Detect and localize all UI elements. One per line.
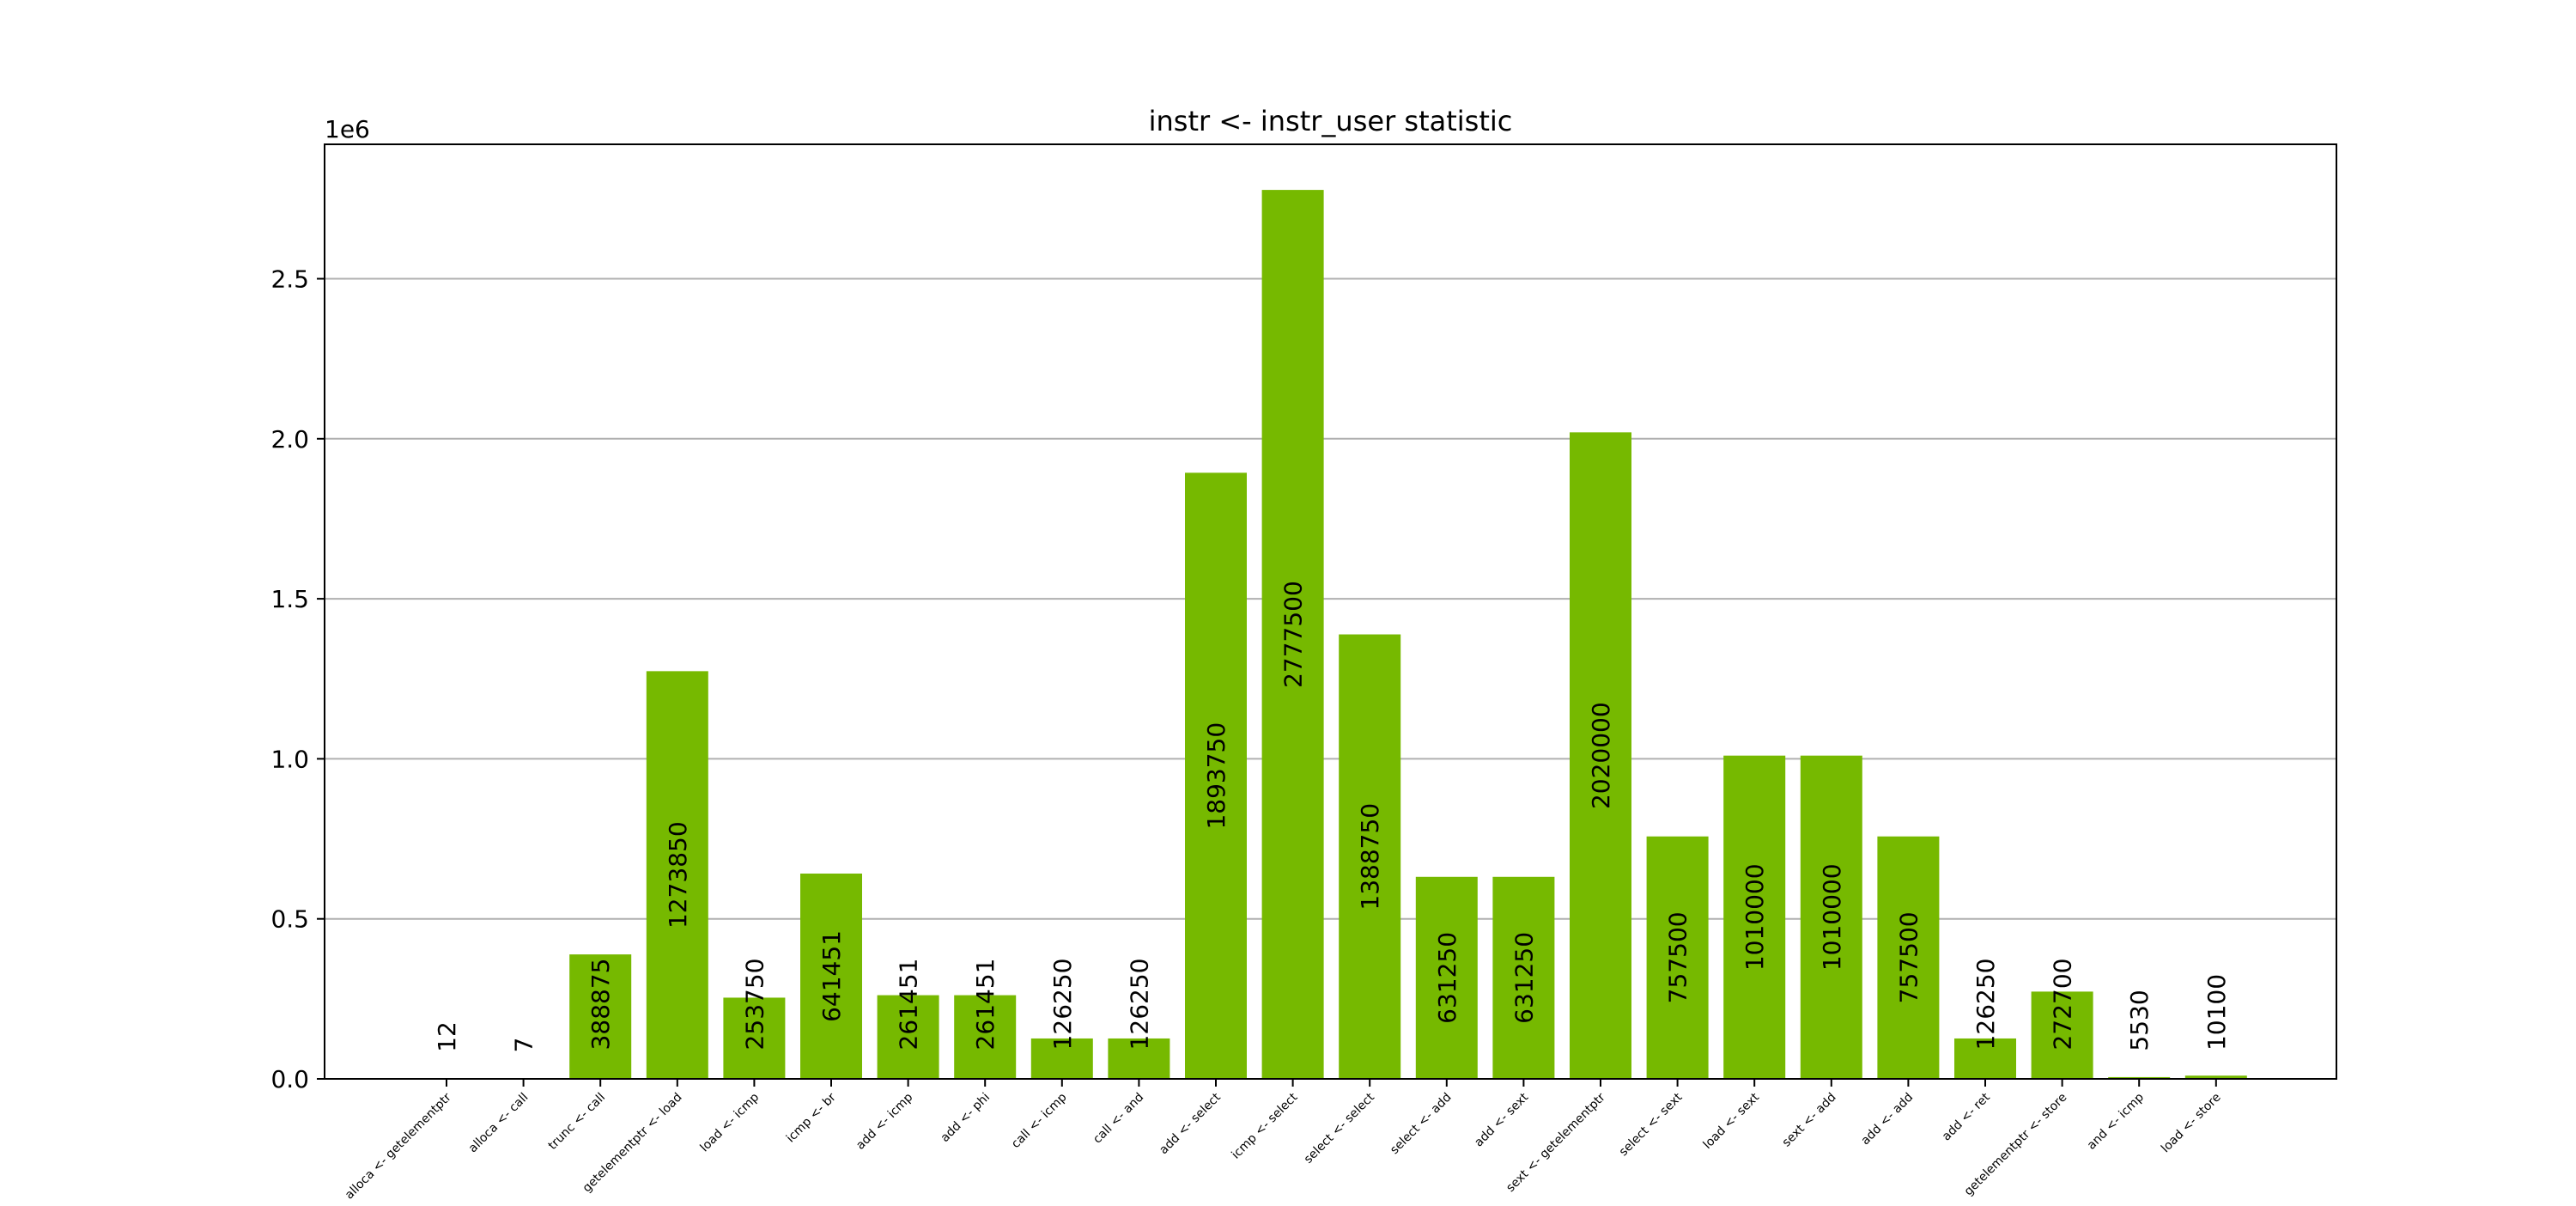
x-tick-label: call <- icmp (1009, 1090, 1070, 1151)
bar-value-label: 261451 (971, 959, 999, 1051)
x-tick-label: add <- select (1157, 1090, 1224, 1157)
plot-frame (325, 144, 2336, 1079)
x-tick-label: select <- sext (1617, 1090, 1686, 1159)
x-tick-label: load <- sext (1701, 1090, 1763, 1152)
y-axis-offset-label: 1e6 (325, 115, 370, 143)
bar-value-label: 1273850 (664, 821, 692, 929)
x-tick-label: load <- icmp (697, 1090, 762, 1154)
bar-value-label: 126250 (1971, 959, 2000, 1051)
y-tick-label: 2.0 (270, 425, 309, 454)
bar-value-label: 388875 (586, 959, 615, 1051)
x-tick-label: alloca <- getelementptr (343, 1090, 454, 1202)
bar-value-label: 2020000 (1587, 702, 1615, 809)
x-tick-label: add <- add (1858, 1091, 1916, 1148)
y-tick-label: 1.0 (270, 745, 309, 773)
y-tick-label: 1.5 (270, 585, 309, 613)
bar-value-label: 1893750 (1202, 722, 1230, 830)
x-tick-label: load <- store (2159, 1091, 2224, 1156)
chart-title: instr <- instr_user statistic (1149, 105, 1513, 137)
x-tick-label: icmp <- br (784, 1090, 839, 1145)
x-tick-label: add <- icmp (854, 1090, 915, 1152)
x-tick-label: trunc <- call (546, 1091, 608, 1153)
y-axis-ticks: 0.0 0.5 1.0 1.5 2.0 2.5 (270, 265, 325, 1093)
bar-value-label: 1010000 (1818, 863, 1846, 971)
x-tick-label: select <- select (1302, 1090, 1378, 1166)
bars (416, 190, 2247, 1079)
bar-value-label: 641451 (817, 930, 846, 1022)
bar-value-label: 757500 (1664, 911, 1692, 1003)
bar-value-label: 631250 (1433, 932, 1461, 1024)
x-tick-label: select <- add (1388, 1091, 1455, 1158)
y-tick-label: 0.5 (270, 905, 309, 934)
y-tick-label: 0.0 (270, 1065, 309, 1093)
bar-value-label: 1388750 (1356, 803, 1384, 911)
bar-value-label: 631250 (1510, 932, 1538, 1024)
bar-value-label: 757500 (1894, 911, 1923, 1003)
x-tick-label: alloca <- call (466, 1091, 532, 1156)
x-tick-label: call <- and (1091, 1091, 1146, 1147)
x-tick-label: sext <- add (1780, 1091, 1839, 1150)
bar-value-label: 126250 (1048, 959, 1077, 1051)
bar-value-label: 7 (510, 1038, 538, 1053)
bar-value-label: 261451 (895, 959, 923, 1051)
bar-value-label: 253750 (740, 959, 769, 1051)
bar-value-label: 272700 (2049, 959, 2077, 1051)
x-tick-label: add <- sext (1472, 1090, 1531, 1149)
bar-value-label: 1010000 (1741, 863, 1769, 971)
x-tick-label: add <- ret (1940, 1090, 1993, 1143)
bar-value-label: 126250 (1125, 959, 1153, 1051)
y-tick-label: 2.5 (270, 265, 309, 293)
x-tick-label: icmp <- select (1229, 1090, 1300, 1161)
bar-value-label: 2777500 (1279, 581, 1308, 688)
bar-value-label: 5530 (2125, 990, 2154, 1051)
bar-value-label: 12 (433, 1021, 461, 1052)
bar-value-label: 10100 (2202, 974, 2231, 1051)
x-tick-label: add <- phi (939, 1091, 993, 1145)
x-tick-label: and <- icmp (2085, 1090, 2147, 1152)
